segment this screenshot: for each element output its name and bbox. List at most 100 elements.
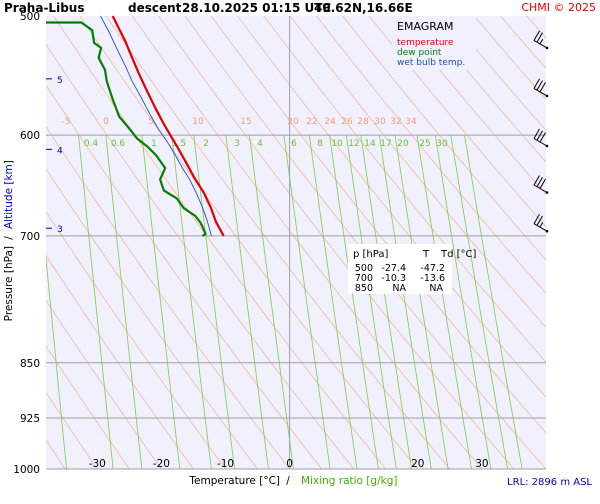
mixing-ratio-label: 6 <box>291 139 297 149</box>
dry-adiabat-line <box>53 16 387 469</box>
dry-adiabat-line <box>315 16 546 295</box>
wind-barb-flag <box>533 78 540 89</box>
legend-title: EMAGRAM <box>397 20 454 33</box>
dry-adiabat-label: 28 <box>357 117 369 127</box>
mixing-ratio-line <box>46 254 67 469</box>
wind-barb-staff <box>533 138 548 147</box>
wetbulb-line <box>100 15 212 237</box>
wind-barb-dot <box>545 191 549 194</box>
mixing-ratio-line <box>249 135 294 469</box>
chart-title-datetime: 28.10.2025 01:15 UTC <box>182 1 331 15</box>
wind-barb-flag <box>536 130 543 141</box>
mixing-ratio-label: 14 <box>364 139 376 149</box>
wind-barb-flag <box>536 215 543 226</box>
y-tick-label: 700 <box>20 231 40 243</box>
mixing-ratio-label: 0.6 <box>111 139 126 149</box>
dry-adiabat-label: 30 <box>374 117 386 127</box>
mixing-ratio-line <box>283 135 331 469</box>
dry-adiabat-line <box>105 16 451 469</box>
plot-area <box>46 16 546 469</box>
wind-barb-flag <box>533 128 540 139</box>
value-table: p [hPa] T Td [°C] 500 -27.4 -47.2 700 -1… <box>348 244 477 294</box>
mixing-ratio-line <box>345 135 397 469</box>
altitude-label: 5 <box>57 76 63 86</box>
mixing-ratio-line <box>416 135 472 469</box>
mixing-ratio-line <box>141 135 181 469</box>
mixing-ratio-line <box>450 135 508 469</box>
y-axis-label-altitude: Altitude [km] <box>3 160 15 229</box>
dry-adiabat-line <box>46 391 98 469</box>
mixing-ratio-label: 20 <box>397 139 409 149</box>
table-cell: -47.2 <box>420 263 445 274</box>
legend-temperature: temperature <box>397 38 454 48</box>
dry-adiabat-line <box>46 125 291 469</box>
mixing-ratio-line <box>378 135 432 469</box>
dry-adiabat-line <box>79 16 419 469</box>
dry-adiabat-line <box>131 16 483 469</box>
mixing-ratio-label: 3 <box>234 139 240 149</box>
wind-barb-flag <box>536 80 543 91</box>
mixing-ratio-line <box>105 135 143 469</box>
dry-adiabat-label: 5 <box>148 117 154 127</box>
legend-box <box>392 16 476 70</box>
temperature-line <box>111 15 225 237</box>
mixing-ratio-label: 12 <box>348 139 359 149</box>
wind-barb-flag <box>533 30 540 41</box>
dry-adiabat-line <box>368 16 546 228</box>
dry-adiabat-label: 32 <box>390 117 401 127</box>
dry-adiabat-label: 26 <box>341 117 353 127</box>
x-tick-label: -30 <box>89 458 106 470</box>
wind-barbs <box>533 30 549 233</box>
wind-barb <box>533 213 549 233</box>
dry-adiabat-label: 20 <box>287 117 299 127</box>
dry-adiabat-label: 22 <box>306 117 317 127</box>
dry-adiabat-label: -5 <box>62 117 71 127</box>
wind-barb-flag <box>539 178 546 189</box>
wind-barb-dot <box>545 46 549 50</box>
dry-adiabat-label: 34 <box>405 117 417 127</box>
isopleth-labels: -5 0 5 10 15 20 22 24 26 28 30 32 340.4 0.6 1 1.5 2 3 4 6 8 1… <box>62 117 448 149</box>
y-tick-label: 925 <box>20 413 40 425</box>
wind-barb-staff <box>533 87 548 97</box>
dry-adiabat-label: 10 <box>192 117 204 127</box>
x-tick-label: 20 <box>411 458 424 470</box>
mixing-ratio-label: 4 <box>257 139 263 149</box>
y-tick-label: 500 <box>20 11 40 23</box>
table-header-pressure: p [hPa] <box>353 249 388 260</box>
x-axis-label-mixing: Mixing ratio [g/kg] <box>301 475 397 487</box>
legend-dewpoint: dew point <box>397 48 442 58</box>
table-background <box>348 244 452 294</box>
wind-barb-staff <box>533 39 548 49</box>
dry-adiabat-line <box>46 255 194 469</box>
table-header-td: Td [°C] <box>440 249 477 260</box>
wind-barb-dot <box>545 229 549 233</box>
x-axis-label-separator: / <box>286 475 290 487</box>
x-tick-label: -20 <box>153 458 170 470</box>
dry-adiabat-line <box>46 345 130 469</box>
y-tick-label: 600 <box>20 130 40 142</box>
mixing-ratio-line <box>225 135 269 469</box>
x-tick-label: -10 <box>217 458 234 470</box>
altitude-label: 3 <box>57 225 63 235</box>
y-tick-label: 850 <box>20 358 40 370</box>
dry-adiabats <box>46 16 546 469</box>
dry-adiabat-line <box>46 299 162 469</box>
dewpoint-line <box>46 21 207 237</box>
dry-adiabat-line <box>421 16 546 163</box>
dry-adiabat-line <box>46 43 355 469</box>
table-cell: -10.3 <box>381 273 406 284</box>
y-axis-label-separator: / <box>3 236 15 240</box>
dry-adiabat-line <box>46 168 259 469</box>
legend-wetbulb: wet bulb temp. <box>397 58 465 68</box>
mixing-ratio-label: 10 <box>331 139 343 149</box>
wind-barb <box>533 78 549 98</box>
dry-adiabat-label: 0 <box>103 117 109 127</box>
mixing-ratio-line <box>78 135 114 469</box>
wind-barb-halfflag <box>539 222 544 228</box>
credit-label: CHMI © 2025 <box>521 1 596 14</box>
wind-barb-staff <box>533 184 548 193</box>
wind-barb <box>533 175 549 194</box>
